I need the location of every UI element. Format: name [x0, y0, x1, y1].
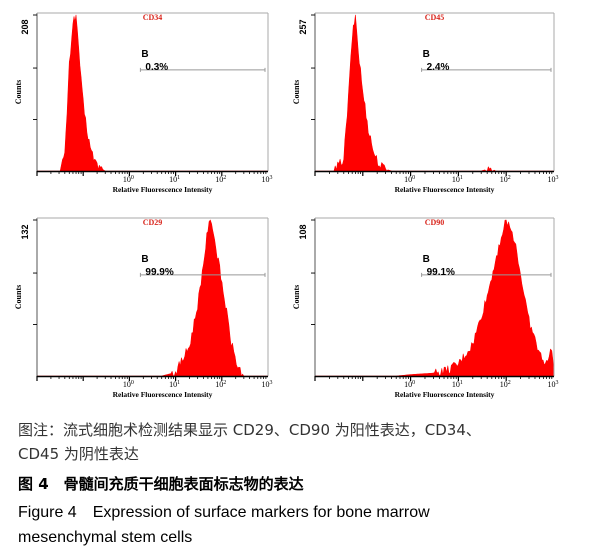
x-tick-label-exponent: 2	[223, 175, 226, 181]
x-tick-label-exponent: 0	[131, 380, 134, 386]
x-tick-label-exponent: 2	[508, 175, 511, 181]
y-axis-title: Counts	[292, 80, 301, 104]
gate-name: B	[423, 49, 430, 60]
x-tick-label-exponent: 1	[460, 175, 463, 181]
x-tick-label-base: 10	[123, 175, 131, 184]
x-tick-label: 102	[215, 380, 226, 389]
y-axis-title: Counts	[14, 285, 23, 309]
gate-name: B	[141, 49, 148, 60]
y-max-tick-label: 257	[298, 19, 308, 34]
gate-percentage: 2.4%	[427, 62, 450, 73]
panel-title: CD45	[425, 13, 445, 22]
x-tick-label: 101	[169, 175, 180, 184]
gate-percentage: 99.1%	[427, 267, 455, 278]
x-tick-label: 101	[169, 380, 180, 389]
x-tick-label-base: 10	[215, 175, 223, 184]
x-tick-label-exponent: 1	[460, 380, 463, 386]
x-tick-label-exponent: 1	[177, 175, 180, 181]
x-tick-label-exponent: 3	[270, 380, 273, 386]
histogram-area-cd90	[314, 219, 555, 377]
x-tick-label-exponent: 0	[412, 175, 415, 181]
x-tick-label-exponent: 3	[556, 175, 559, 181]
x-tick-label: 103	[548, 175, 559, 184]
x-tick-label-base: 10	[404, 380, 412, 389]
y-axis-title: Counts	[14, 80, 23, 104]
x-tick-label-base: 10	[169, 380, 177, 389]
x-tick-label: 100	[123, 380, 134, 389]
y-max-tick-label: 108	[298, 224, 308, 239]
panel-title: CD29	[143, 218, 163, 227]
figure-caption-chinese: 图 4 骨髓间充质干细胞表面标志物的表达	[18, 475, 304, 493]
panel-title: CD90	[425, 218, 445, 227]
x-tick-label-exponent: 1	[177, 380, 180, 386]
panel-title: CD34	[143, 13, 163, 22]
y-max-tick-label: 208	[20, 19, 30, 34]
y-axis-title: Counts	[292, 285, 301, 309]
figure-note-line-2: CD45 为阴性表达	[18, 445, 139, 463]
x-axis-title: Relative Fluorescence Intensity	[395, 185, 495, 194]
x-tick-label: 102	[500, 175, 511, 184]
gate-name: B	[141, 254, 148, 265]
figure-caption-english-line-2: mesenchymal stem cells	[18, 529, 193, 546]
gate-percentage: 99.9%	[145, 267, 173, 278]
x-tick-label-base: 10	[500, 380, 508, 389]
x-tick-label: 100	[123, 175, 134, 184]
gate-percentage: 0.3%	[145, 62, 168, 73]
gate-name: B	[423, 254, 430, 265]
x-tick-label-base: 10	[215, 380, 223, 389]
y-max-tick-label: 132	[20, 224, 30, 239]
x-tick-label-base: 10	[123, 380, 131, 389]
x-tick-label-base: 10	[262, 380, 270, 389]
x-tick-label: 101	[452, 175, 463, 184]
x-tick-label: 103	[262, 175, 273, 184]
x-tick-label: 102	[500, 380, 511, 389]
figure-caption-english: Figure 4 Expression of surface markers f…	[18, 500, 588, 550]
flow-cytometry-figure: 100 101 102 103 208 Counts Relative Fluorescen…	[14, 12, 559, 399]
x-tick-label-base: 10	[404, 175, 412, 184]
x-tick-label-exponent: 3	[556, 380, 559, 386]
histogram-area-cd34	[36, 14, 269, 172]
x-tick-label: 103	[548, 380, 559, 389]
x-tick-label-base: 10	[452, 175, 460, 184]
x-tick-label-exponent: 0	[131, 175, 134, 181]
x-tick-label-base: 10	[548, 175, 556, 184]
x-axis-title: Relative Fluorescence Intensity	[113, 185, 213, 194]
x-tick-label: 100	[404, 175, 415, 184]
x-tick-label: 100	[404, 380, 415, 389]
x-tick-label-exponent: 3	[270, 175, 273, 181]
x-tick-label-base: 10	[262, 175, 270, 184]
x-tick-label-base: 10	[452, 380, 460, 389]
figure-caption-english-line-1: Figure 4 Expression of surface markers f…	[18, 504, 430, 521]
figure-note-line-1: 图注：流式细胞术检测结果显示 CD29、CD90 为阳性表达，CD34、	[18, 421, 481, 439]
histogram-area-cd45	[314, 14, 555, 172]
x-tick-label-base: 10	[500, 175, 508, 184]
x-tick-label-base: 10	[548, 380, 556, 389]
x-axis-title: Relative Fluorescence Intensity	[113, 390, 213, 399]
x-tick-label: 103	[262, 380, 273, 389]
x-tick-label-exponent: 2	[223, 380, 226, 386]
x-axis-title: Relative Fluorescence Intensity	[395, 390, 495, 399]
x-tick-label-exponent: 0	[412, 380, 415, 386]
histogram-area-cd29	[36, 219, 269, 377]
x-tick-label-exponent: 2	[508, 380, 511, 386]
x-tick-label-base: 10	[169, 175, 177, 184]
x-tick-label: 101	[452, 380, 463, 389]
figure-note: 图注：流式细胞术检测结果显示 CD29、CD90 为阳性表达，CD34、 CD4…	[18, 418, 588, 466]
x-tick-label: 102	[215, 175, 226, 184]
